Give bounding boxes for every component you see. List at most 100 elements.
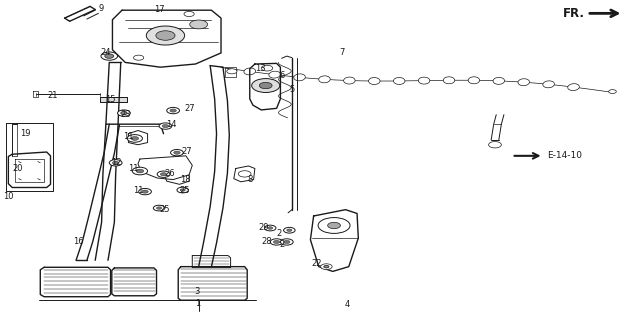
- Text: 27: 27: [184, 104, 195, 113]
- Circle shape: [101, 52, 118, 60]
- Ellipse shape: [468, 77, 479, 84]
- Circle shape: [170, 109, 176, 112]
- Circle shape: [171, 149, 183, 156]
- Text: 25: 25: [179, 186, 190, 195]
- Text: 7: 7: [340, 48, 345, 58]
- Circle shape: [609, 90, 616, 93]
- Circle shape: [488, 142, 501, 148]
- Circle shape: [189, 20, 207, 29]
- Text: 2: 2: [276, 229, 282, 238]
- Text: 20: 20: [12, 164, 22, 173]
- Circle shape: [154, 205, 165, 211]
- Circle shape: [159, 123, 172, 129]
- Text: 19: 19: [20, 129, 30, 138]
- Text: 1: 1: [195, 299, 200, 308]
- Text: 23: 23: [120, 110, 131, 119]
- Circle shape: [280, 239, 293, 245]
- Text: 17: 17: [154, 5, 164, 14]
- Text: 25: 25: [159, 205, 170, 214]
- FancyBboxPatch shape: [100, 97, 127, 102]
- Text: 24: 24: [101, 48, 111, 58]
- Text: 27: 27: [181, 147, 192, 156]
- Text: 8: 8: [247, 175, 252, 184]
- Circle shape: [321, 264, 332, 269]
- Circle shape: [142, 190, 148, 193]
- Circle shape: [328, 222, 340, 229]
- Text: 29: 29: [258, 223, 268, 232]
- Text: 6: 6: [280, 71, 285, 80]
- Circle shape: [139, 189, 152, 195]
- Circle shape: [113, 161, 119, 164]
- Circle shape: [227, 69, 237, 74]
- Circle shape: [161, 173, 167, 176]
- Text: 10: 10: [3, 192, 13, 202]
- Circle shape: [121, 112, 127, 115]
- Text: 28: 28: [261, 237, 271, 246]
- Ellipse shape: [444, 77, 455, 84]
- Ellipse shape: [394, 78, 405, 85]
- Circle shape: [163, 124, 169, 128]
- Circle shape: [284, 240, 290, 244]
- Circle shape: [147, 26, 184, 45]
- Circle shape: [180, 189, 185, 191]
- Circle shape: [167, 107, 179, 114]
- Circle shape: [270, 239, 283, 245]
- Circle shape: [118, 110, 131, 116]
- Text: E-14-10: E-14-10: [547, 151, 582, 160]
- Circle shape: [287, 229, 292, 232]
- Ellipse shape: [344, 77, 355, 84]
- Circle shape: [127, 135, 143, 142]
- Circle shape: [157, 207, 162, 209]
- Circle shape: [238, 171, 251, 177]
- Text: 3: 3: [195, 287, 200, 296]
- Text: 22: 22: [312, 259, 322, 268]
- FancyBboxPatch shape: [225, 67, 236, 77]
- Circle shape: [132, 167, 148, 175]
- Circle shape: [324, 266, 329, 268]
- Circle shape: [259, 82, 272, 89]
- Circle shape: [273, 240, 280, 244]
- Text: 18: 18: [180, 175, 191, 184]
- Circle shape: [134, 55, 144, 60]
- Circle shape: [284, 227, 295, 233]
- Text: 11: 11: [123, 132, 134, 141]
- Ellipse shape: [369, 78, 380, 85]
- Text: 5: 5: [289, 85, 294, 94]
- Circle shape: [131, 136, 139, 140]
- Ellipse shape: [518, 79, 529, 86]
- Circle shape: [264, 225, 276, 231]
- Text: 9: 9: [99, 4, 104, 13]
- Ellipse shape: [568, 84, 579, 91]
- Circle shape: [173, 151, 180, 154]
- Circle shape: [156, 31, 175, 40]
- Circle shape: [157, 171, 170, 177]
- Ellipse shape: [543, 81, 554, 88]
- Text: 4: 4: [344, 300, 349, 309]
- Text: 14: 14: [166, 120, 177, 129]
- Text: 21: 21: [48, 91, 58, 100]
- Circle shape: [318, 218, 350, 233]
- Text: 16: 16: [73, 238, 83, 246]
- Ellipse shape: [244, 68, 255, 75]
- Circle shape: [252, 79, 280, 93]
- Circle shape: [136, 169, 144, 173]
- Text: 11: 11: [127, 164, 138, 173]
- Circle shape: [177, 187, 188, 193]
- Text: 13: 13: [255, 64, 266, 73]
- Circle shape: [268, 227, 273, 229]
- Ellipse shape: [419, 77, 430, 84]
- Text: 26: 26: [164, 169, 175, 178]
- Ellipse shape: [319, 76, 330, 83]
- Ellipse shape: [269, 71, 280, 78]
- Ellipse shape: [294, 74, 305, 81]
- Text: 2: 2: [280, 240, 285, 249]
- Circle shape: [184, 11, 194, 17]
- Text: 11: 11: [133, 186, 144, 195]
- Text: FR.: FR.: [563, 7, 585, 20]
- Text: 15: 15: [106, 95, 116, 104]
- Circle shape: [105, 54, 114, 58]
- Circle shape: [261, 65, 273, 71]
- Circle shape: [109, 160, 122, 166]
- Text: 12: 12: [111, 158, 122, 167]
- Ellipse shape: [493, 77, 504, 84]
